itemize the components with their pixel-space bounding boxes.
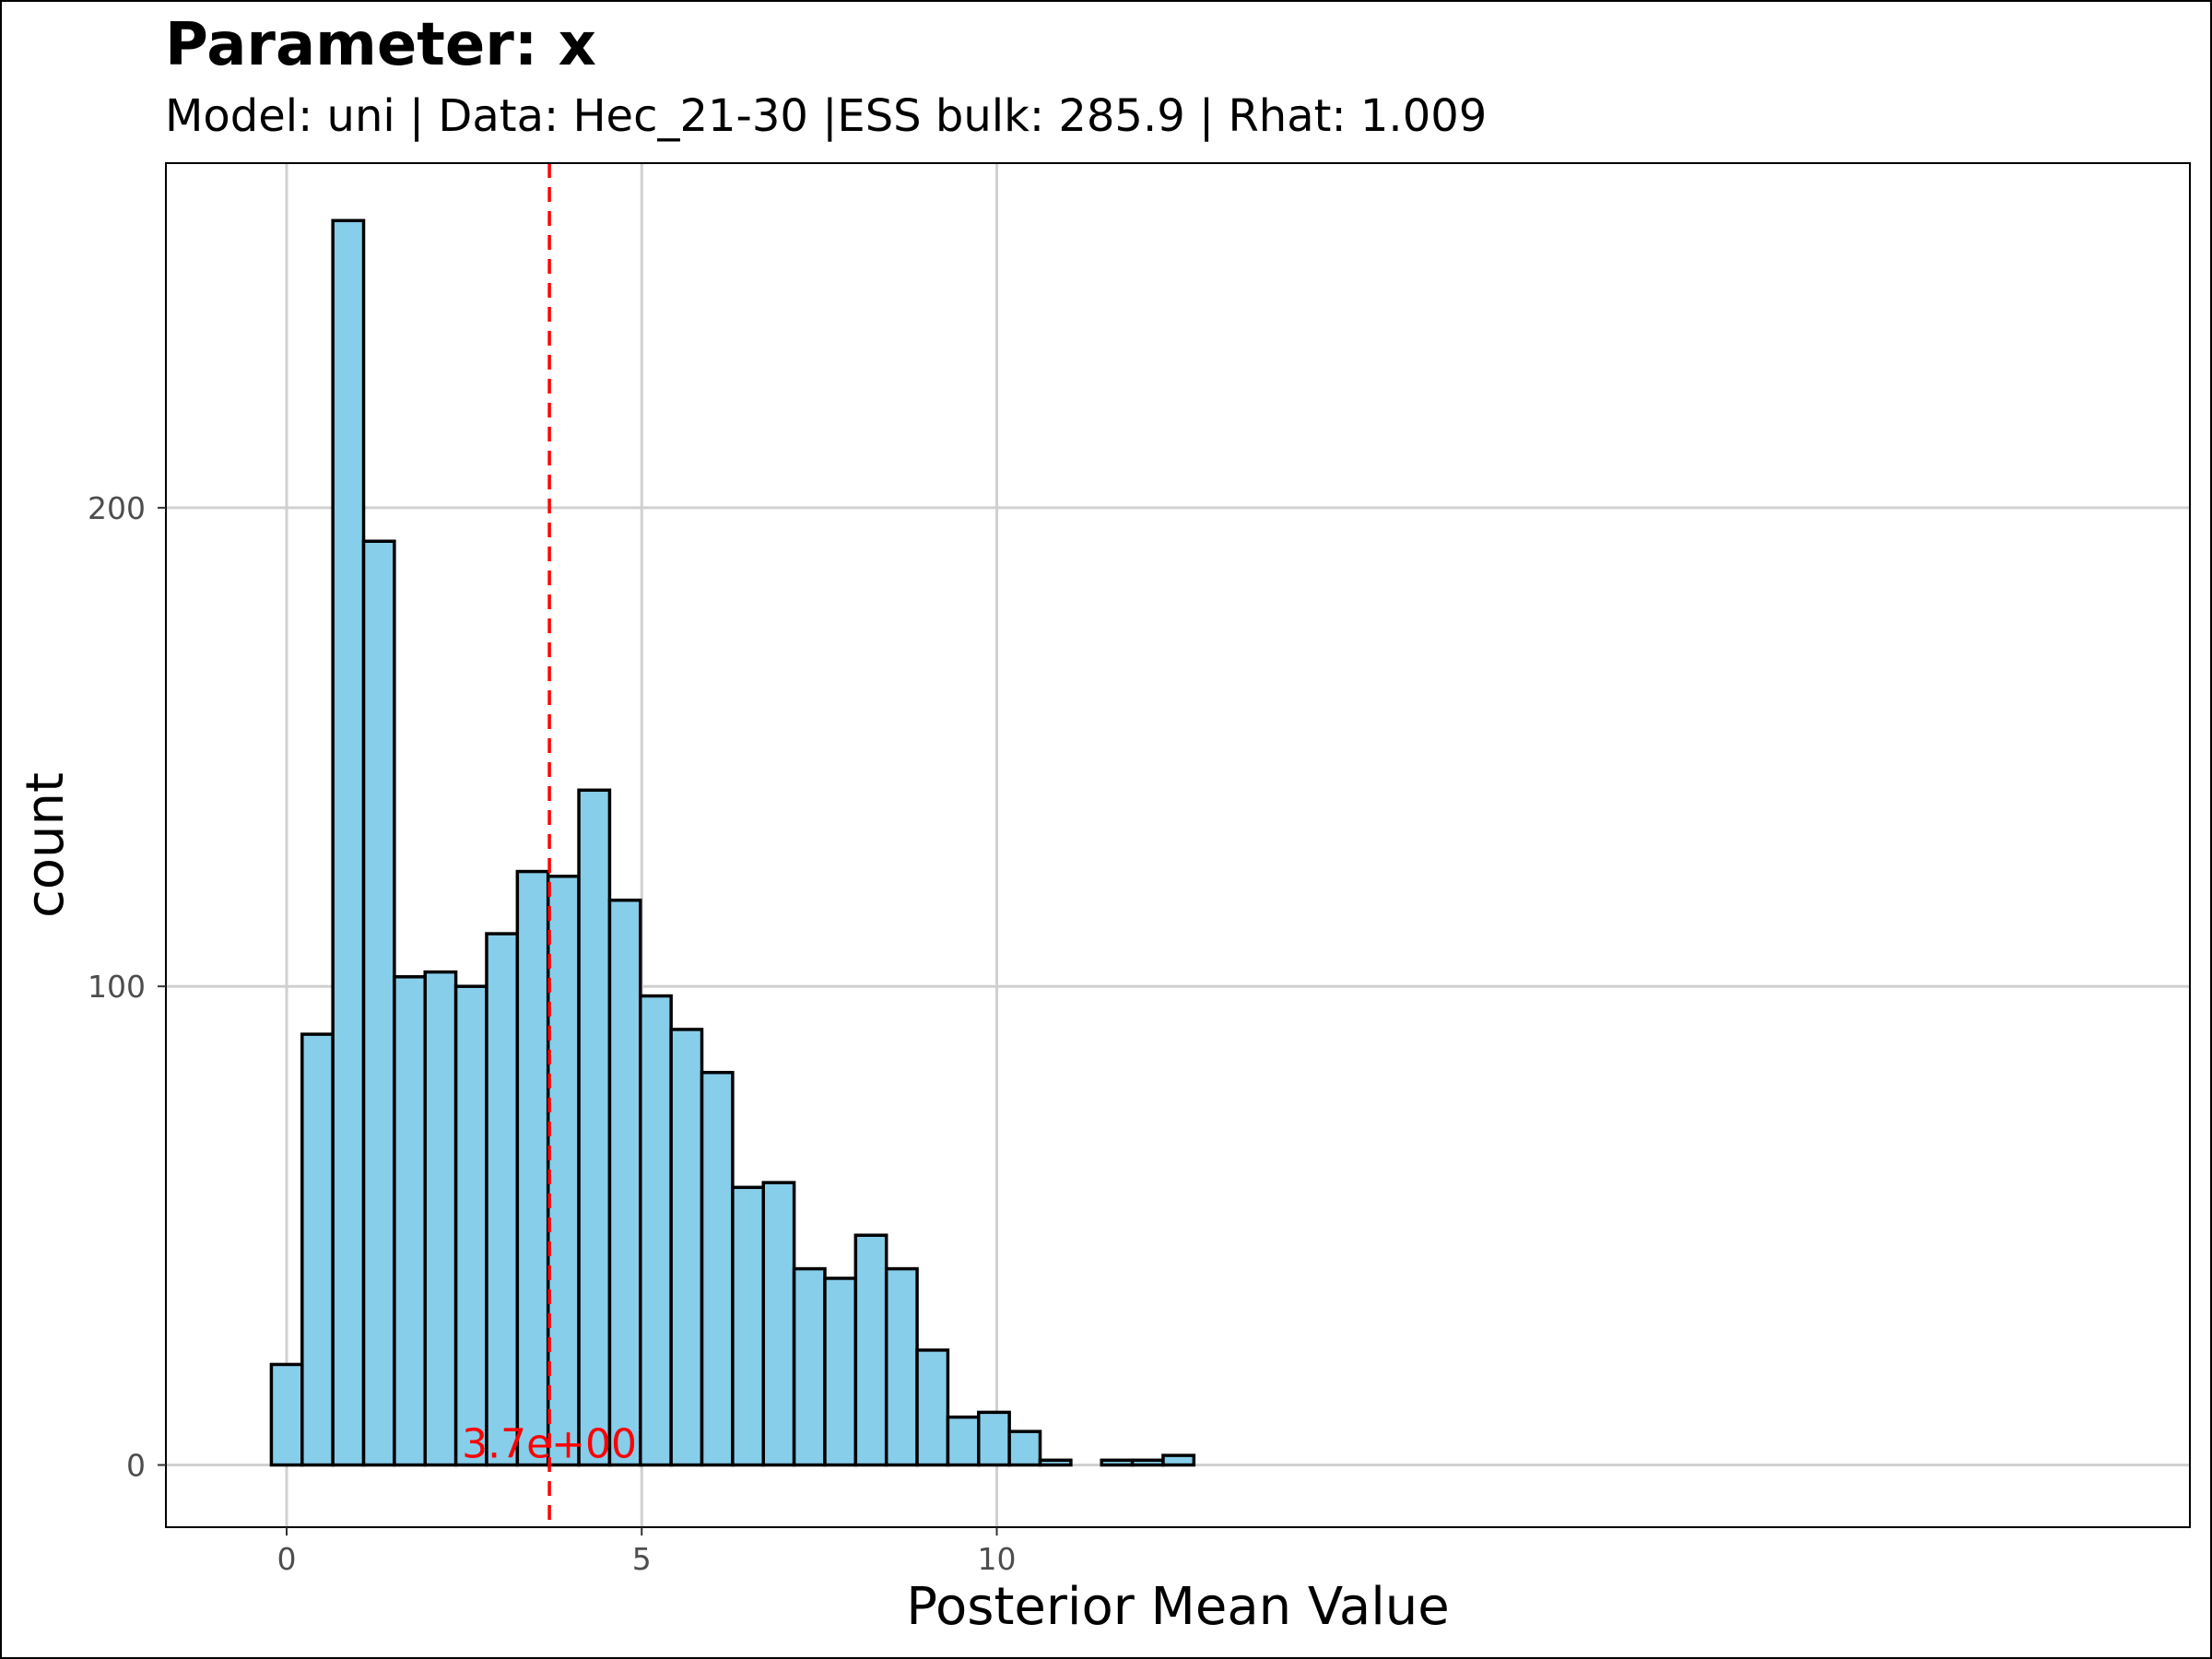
histogram-bar bbox=[300, 1032, 335, 1467]
chart-title: Parameter: x bbox=[165, 11, 596, 79]
histogram-bar bbox=[946, 1415, 981, 1467]
mean-reference-label: 3.7e+00 bbox=[462, 1420, 637, 1467]
histogram-bar bbox=[331, 218, 366, 1467]
y-tick-label: 200 bbox=[88, 490, 146, 526]
histogram-bar bbox=[853, 1233, 888, 1467]
histogram-bar bbox=[639, 994, 673, 1467]
histogram-bar bbox=[269, 1362, 304, 1467]
histogram-bar bbox=[1038, 1458, 1073, 1467]
reference-line-group: 3.7e+00 bbox=[462, 163, 637, 1527]
histogram-bar bbox=[823, 1277, 858, 1467]
histogram-bar bbox=[393, 975, 427, 1467]
histogram-bar bbox=[761, 1181, 796, 1467]
histogram-bar bbox=[515, 869, 550, 1467]
histogram-bars bbox=[269, 218, 1196, 1467]
histogram-bar bbox=[915, 1348, 950, 1467]
histogram-bar bbox=[485, 932, 520, 1467]
x-tick-label: 0 bbox=[276, 1541, 296, 1577]
x-axis-title: Posterior Mean Value bbox=[906, 1577, 1449, 1637]
histogram-bar bbox=[607, 898, 642, 1467]
histogram-bar bbox=[700, 1070, 735, 1467]
histogram-bar bbox=[1161, 1453, 1196, 1467]
x-axis-ticks: 0 5 10 bbox=[276, 1527, 1017, 1577]
histogram-bar bbox=[669, 1028, 704, 1467]
x-tick-label: 5 bbox=[632, 1541, 652, 1577]
histogram-bar bbox=[1130, 1458, 1165, 1467]
histogram-bar bbox=[977, 1410, 1011, 1467]
y-tick-label: 0 bbox=[126, 1447, 146, 1483]
histogram-bar bbox=[1100, 1458, 1135, 1467]
histogram-bar bbox=[423, 970, 458, 1467]
histogram-bar bbox=[731, 1185, 765, 1467]
histogram-bar bbox=[884, 1266, 919, 1467]
chart-subtitle: Model: uni | Data: Hec_21-30 |ESS bulk: … bbox=[165, 90, 1487, 142]
y-axis-title: count bbox=[16, 772, 76, 918]
histogram-bar bbox=[792, 1266, 827, 1467]
y-tick-label: 100 bbox=[88, 969, 146, 1005]
histogram-bar bbox=[453, 984, 488, 1467]
histogram-bar bbox=[361, 539, 396, 1467]
histogram-bar bbox=[546, 875, 581, 1467]
plot-panel-border bbox=[165, 162, 2191, 1528]
histogram-bar bbox=[1007, 1430, 1042, 1467]
x-tick-label: 10 bbox=[978, 1541, 1017, 1577]
histogram-bar bbox=[577, 788, 612, 1467]
y-axis-ticks: 0 100 200 bbox=[88, 490, 166, 1483]
